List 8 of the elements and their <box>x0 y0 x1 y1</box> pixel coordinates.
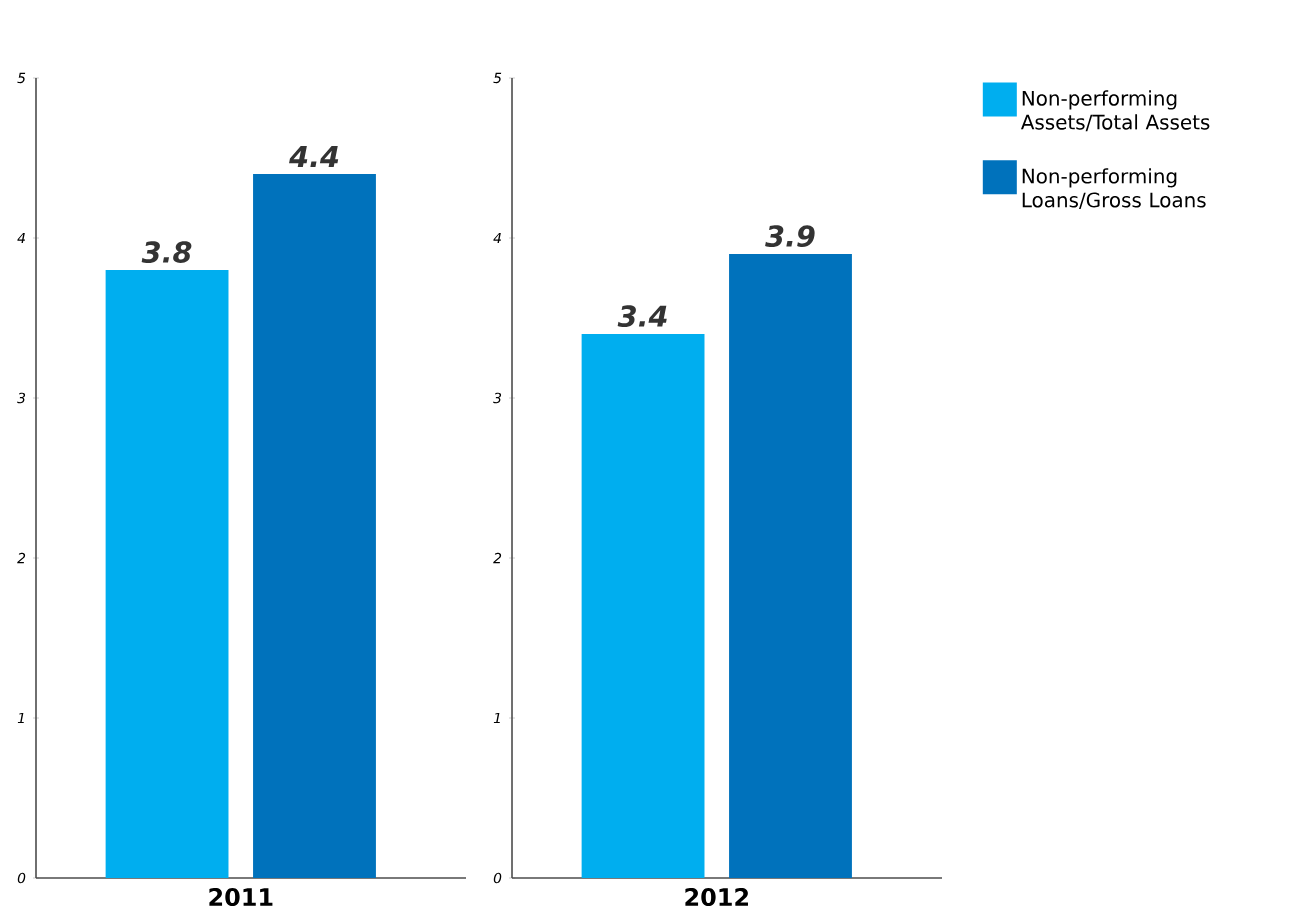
legend-label: Non-performing Assets/Total Assets <box>1020 90 1210 132</box>
legend-label: Non-performing Loans/Gross Loans <box>1022 168 1206 210</box>
x-tick-label: 2011 <box>209 888 273 907</box>
data-label: 4.4 <box>289 146 339 167</box>
data-label: 3.9 <box>765 225 815 247</box>
data-label: 3.4 <box>617 305 667 327</box>
data-label: 3.8 <box>141 241 192 263</box>
x-tick-label: 2012 <box>685 888 748 907</box>
